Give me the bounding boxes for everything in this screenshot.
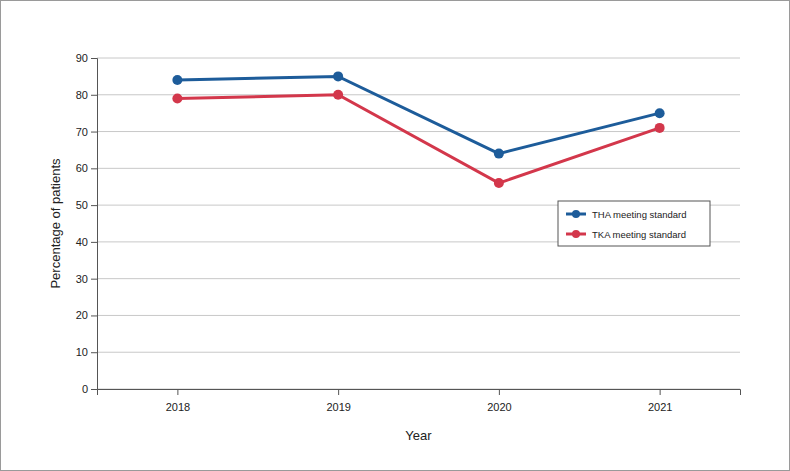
grid-line xyxy=(97,352,740,353)
y-tick-label: 40 xyxy=(76,236,88,248)
y-tick-mark xyxy=(91,315,97,316)
series-marker xyxy=(494,178,504,188)
legend-box xyxy=(558,201,710,246)
y-tick-mark xyxy=(91,389,97,390)
x-axis-line xyxy=(98,390,741,396)
x-axis-title: Year xyxy=(405,428,432,443)
grid-line xyxy=(97,315,740,316)
y-tick: 50 xyxy=(76,199,97,211)
grid-line xyxy=(97,168,740,169)
y-tick: 90 xyxy=(76,52,97,64)
y-tick: 70 xyxy=(76,126,97,138)
y-tick-label: 80 xyxy=(76,89,88,101)
series-group xyxy=(172,71,664,188)
y-tick-label: 10 xyxy=(76,346,88,358)
y-tick-label: 30 xyxy=(76,273,88,285)
legend-label: THA meeting standard xyxy=(592,209,687,220)
y-axis-line xyxy=(91,59,98,390)
series-marker xyxy=(494,149,504,159)
y-axis: 0 10 20 30 40 50 60 70 80 90 xyxy=(76,52,98,395)
chart-svg: 0 10 20 30 40 50 60 70 80 90 2018 2019 2020 2021 Year P… xyxy=(0,0,790,471)
y-tick-label: 50 xyxy=(76,199,88,211)
x-tick: 2018 xyxy=(166,389,190,413)
y-tick-mark xyxy=(91,279,97,280)
series-marker xyxy=(333,71,343,81)
legend-marker xyxy=(572,230,580,238)
legend: THA meeting standard TKA meeting standard xyxy=(558,201,710,246)
series-marker xyxy=(333,90,343,100)
y-tick-mark xyxy=(91,95,97,96)
legend-marker xyxy=(572,210,580,218)
x-tick-label: 2020 xyxy=(487,401,511,413)
series-marker xyxy=(172,75,182,85)
grid-line xyxy=(97,278,740,279)
x-tick-mark xyxy=(177,389,178,395)
x-tick-label: 2021 xyxy=(648,401,672,413)
y-tick-mark xyxy=(91,58,97,59)
y-tick: 30 xyxy=(76,273,97,285)
x-tick-label: 2018 xyxy=(166,401,190,413)
y-tick: 60 xyxy=(76,162,97,174)
series-marker xyxy=(655,108,665,118)
x-tick-mark xyxy=(660,389,661,395)
y-tick-mark xyxy=(91,168,97,169)
y-tick-label: 20 xyxy=(76,309,88,321)
grid-line xyxy=(97,58,740,59)
outer-frame xyxy=(1,1,790,471)
x-tick-label: 2019 xyxy=(326,401,350,413)
x-tick: 2020 xyxy=(487,389,511,413)
series-marker xyxy=(172,93,182,103)
x-tick: 2019 xyxy=(326,389,350,413)
y-tick: 20 xyxy=(76,309,97,321)
x-tick-mark xyxy=(338,389,339,395)
y-tick: 40 xyxy=(76,236,97,248)
y-tick-label: 90 xyxy=(76,52,88,64)
y-tick-mark xyxy=(91,352,97,353)
y-tick-label: 70 xyxy=(76,126,88,138)
y-tick-mark xyxy=(91,205,97,206)
series-line xyxy=(177,95,659,183)
legend-label: TKA meeting standard xyxy=(592,229,686,240)
y-tick-mark xyxy=(91,242,97,243)
series-line xyxy=(177,76,659,153)
grid-line xyxy=(97,94,740,95)
y-tick: 80 xyxy=(76,89,97,101)
y-axis-title: Percentage of patients xyxy=(48,158,63,289)
y-tick: 0 xyxy=(82,383,97,395)
y-tick-mark xyxy=(91,132,97,133)
series-marker xyxy=(655,123,665,133)
x-tick-mark xyxy=(499,389,500,395)
x-axis: 2018 2019 2020 2021 xyxy=(98,389,741,413)
x-tick: 2021 xyxy=(648,389,672,413)
y-tick-label: 0 xyxy=(82,383,88,395)
y-tick-label: 60 xyxy=(76,162,88,174)
grid xyxy=(97,58,740,389)
plot: 0 10 20 30 40 50 60 70 80 90 2018 2019 2020 2021 xyxy=(76,52,741,413)
y-tick: 10 xyxy=(76,346,97,358)
